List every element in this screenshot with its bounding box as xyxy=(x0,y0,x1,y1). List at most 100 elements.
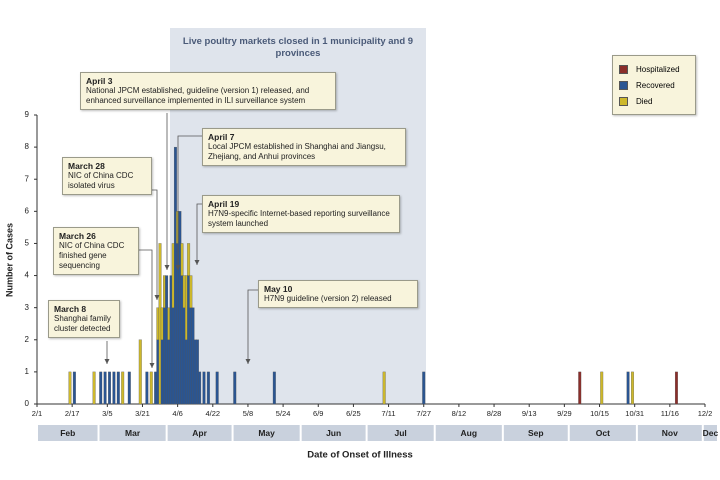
annotation-text: NIC of China CDC finished gene sequencin… xyxy=(59,241,125,270)
y-tick-label: 8 xyxy=(25,142,30,151)
y-tick-label: 7 xyxy=(25,174,30,183)
annotation-date: March 26 xyxy=(59,231,96,241)
legend-swatch xyxy=(619,96,628,106)
x-tick-label: 4/22 xyxy=(205,409,220,418)
x-tick-label: 4/6 xyxy=(172,409,182,418)
month-label: Nov xyxy=(662,428,678,438)
y-tick-label: 6 xyxy=(25,206,30,215)
y-tick-label: 3 xyxy=(25,303,30,312)
y-tick-label: 2 xyxy=(25,335,30,344)
bar-segment xyxy=(202,371,206,405)
month-band xyxy=(233,425,300,441)
month-label: Mar xyxy=(125,428,141,438)
legend-item: Hospitalized xyxy=(619,61,689,77)
x-tick-label: 8/12 xyxy=(452,409,467,418)
month-label: Sep xyxy=(528,428,544,438)
x-tick-label: 9/29 xyxy=(557,409,572,418)
annotation-text: Local JPCM established in Shanghai and J… xyxy=(208,142,386,161)
month-band xyxy=(569,425,636,441)
x-tick-label: 10/15 xyxy=(590,409,609,418)
month-label: Apr xyxy=(192,428,207,438)
legend-label: Recovered xyxy=(636,80,675,90)
annotation-text: Shanghai family cluster detected xyxy=(54,314,111,333)
annotation-date: April 3 xyxy=(86,76,113,86)
annotation: May 10 H7N9 guideline (version 2) release… xyxy=(258,280,418,308)
bar-segment xyxy=(578,371,582,405)
x-tick-label: 8/28 xyxy=(487,409,502,418)
bar-segment xyxy=(116,371,120,405)
annotation: March 28 NIC of China CDC isolated virus xyxy=(62,157,152,195)
x-tick-label: 3/5 xyxy=(102,409,112,418)
annotation-arrowhead xyxy=(175,265,181,270)
annotation-arrowhead xyxy=(149,363,155,368)
month-label: Aug xyxy=(461,428,478,438)
annotation-text: H7N9-specific Internet-based reporting s… xyxy=(208,209,390,228)
month-label: Jun xyxy=(326,428,341,438)
annotation-arrow xyxy=(152,189,158,300)
bar-segment xyxy=(189,275,193,308)
legend-label: Hospitalized xyxy=(636,64,680,74)
shaded-period-label: Live poultry markets closed in 1 municip… xyxy=(182,36,414,59)
month-band xyxy=(367,425,434,441)
legend-item: Recovered xyxy=(619,77,689,93)
annotation: March 8 Shanghai family cluster detected xyxy=(48,300,120,338)
bar-segment xyxy=(206,371,210,405)
annotation: April 3 National JPCM established, guidel… xyxy=(80,72,336,110)
x-tick-label: 5/8 xyxy=(243,409,253,418)
x-tick-label: 6/9 xyxy=(313,409,323,418)
bar-segment xyxy=(99,371,103,405)
bar-segment xyxy=(72,371,76,405)
x-tick-label: 7/27 xyxy=(416,409,431,418)
bar-segment xyxy=(149,371,153,405)
month-band xyxy=(435,425,502,441)
bar-segment xyxy=(187,243,191,276)
bar-segment xyxy=(138,339,142,405)
x-tick-label: 3/21 xyxy=(135,409,150,418)
annotation-date: April 19 xyxy=(208,199,240,209)
x-tick-label: 6/25 xyxy=(346,409,361,418)
x-tick-label: 9/13 xyxy=(522,409,537,418)
bar-segment xyxy=(626,371,630,405)
annotation-arrow xyxy=(139,249,153,368)
bar-segment xyxy=(112,371,116,405)
bar-segment xyxy=(145,371,149,405)
month-label: Oct xyxy=(596,428,610,438)
bar-segment xyxy=(600,371,604,405)
x-tick-label: 11/16 xyxy=(661,409,679,418)
bar-segment xyxy=(198,371,202,405)
month-band xyxy=(301,425,366,441)
annotation-date: March 8 xyxy=(54,304,87,314)
bar-segment xyxy=(215,371,219,405)
month-band xyxy=(637,425,702,441)
month-label: Jul xyxy=(395,428,407,438)
legend-label: Died xyxy=(636,96,653,106)
y-tick-label: 9 xyxy=(25,110,30,119)
annotation-arrowhead xyxy=(154,295,160,300)
y-tick-label: 5 xyxy=(25,239,30,248)
y-tick-label: 4 xyxy=(25,271,30,280)
bar-segment xyxy=(272,371,276,405)
x-tick-label: 2/17 xyxy=(65,409,80,418)
legend: Hospitalized Recovered Died xyxy=(612,55,696,115)
x-axis-label: Date of Onset of Illness xyxy=(307,450,413,461)
month-band xyxy=(703,425,717,441)
bar-segment xyxy=(180,243,184,276)
annotation-arrow xyxy=(247,289,258,364)
x-tick-label: 12/2 xyxy=(698,409,713,418)
annotation-arrowhead xyxy=(164,265,170,270)
bar-segment xyxy=(121,371,125,405)
x-tick-label: 5/24 xyxy=(276,409,291,418)
annotation-date: March 28 xyxy=(68,161,105,171)
bar-segment xyxy=(92,371,96,405)
annotation-arrowhead xyxy=(245,359,251,364)
legend-swatch xyxy=(619,80,628,90)
bar-segment xyxy=(68,371,72,405)
legend-item: Died xyxy=(619,93,689,109)
month-label: Dec xyxy=(703,428,719,438)
bar-segment xyxy=(103,371,107,405)
x-tick-label: 7/11 xyxy=(382,409,396,418)
month-band xyxy=(503,425,568,441)
month-band xyxy=(38,425,98,441)
annotation-arrow xyxy=(177,135,202,270)
